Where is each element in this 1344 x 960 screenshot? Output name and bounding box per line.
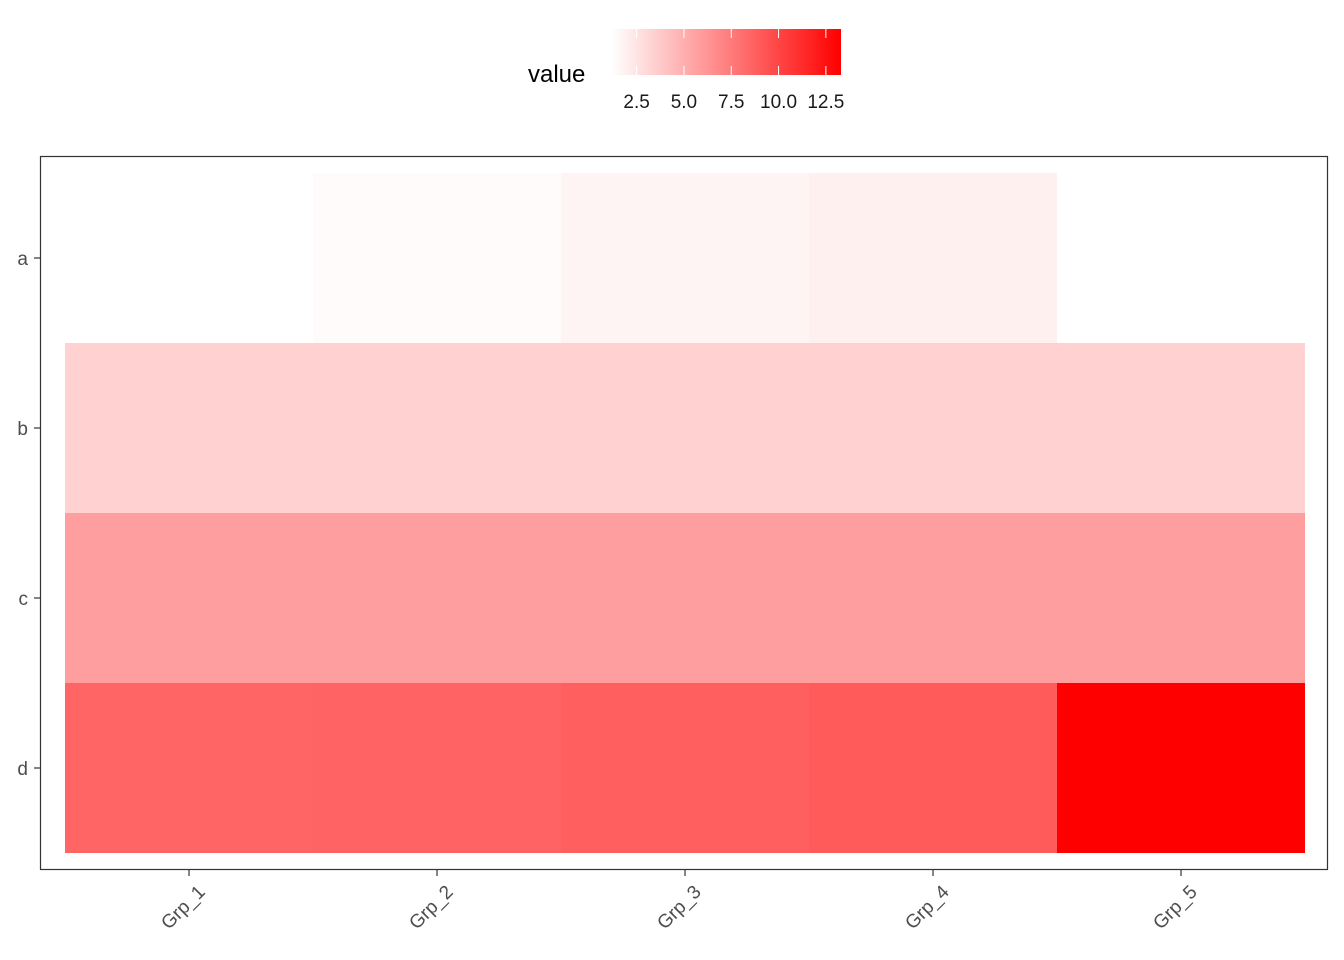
heatmap-cell-grp-1-d: [65, 683, 313, 853]
x-axis: Grp_1 Grp_2 Grp_3 Grp_4 Grp_5: [157, 870, 1202, 934]
legend-tick-label-4: 12.5: [807, 92, 844, 113]
heatmap-cells: [65, 173, 1305, 853]
legend-tick-label-3: 10.0: [760, 92, 797, 113]
y-axis: a b c d: [17, 249, 40, 780]
x-tick-label-grp-4: Grp_4: [901, 881, 953, 933]
heatmap-cell-grp-5-c: [1057, 513, 1305, 683]
y-tick-label-d: d: [17, 759, 28, 780]
x-tick-label-grp-3: Grp_3: [653, 882, 705, 934]
heatmap-cell-grp-1-c: [65, 513, 313, 683]
legend: value 2.5 5.0 7.5 10.0 12.5: [528, 29, 844, 113]
heatmap-cell-grp-3-a: [561, 173, 809, 343]
y-tick-label-c: c: [19, 589, 29, 610]
x-tick-label-grp-1: Grp_1: [157, 882, 209, 934]
legend-title: value: [528, 61, 585, 88]
heatmap-cell-grp-1-a: [65, 173, 313, 343]
plot-panel-border: [39, 155, 1329, 871]
heatmap-cell-grp-2-d: [313, 683, 561, 853]
heatmap-cell-grp-4-c: [809, 513, 1057, 683]
y-tick-label-b: b: [17, 419, 28, 440]
x-tick-label-grp-2: Grp_2: [405, 882, 457, 934]
heatmap-cell-grp-4-b: [809, 343, 1057, 513]
heatmap-cell-grp-2-a: [313, 173, 561, 343]
heatmap-cell-grp-3-b: [561, 343, 809, 513]
heatmap-cell-grp-2-b: [313, 343, 561, 513]
heatmap-cell-grp-3-d: [561, 683, 809, 853]
heatmap-cell-grp-4-a: [809, 173, 1057, 343]
legend-colorbar: [612, 29, 841, 75]
heatmap-cell-grp-3-c: [561, 513, 809, 683]
y-tick-label-a: a: [17, 249, 28, 270]
heatmap-cell-grp-5-d: [1057, 683, 1305, 853]
heatmap-cell-grp-4-d: [809, 683, 1057, 853]
legend-tick-label-0: 2.5: [623, 92, 649, 113]
x-tick-label-grp-5: Grp_5: [1149, 882, 1201, 934]
legend-tick-label-2: 7.5: [718, 92, 744, 113]
heatmap-cell-grp-5-b: [1057, 343, 1305, 513]
heatmap-cell-grp-2-c: [313, 513, 561, 683]
heatmap-cell-grp-1-b: [65, 343, 313, 513]
legend-tick-label-1: 5.0: [671, 92, 697, 113]
